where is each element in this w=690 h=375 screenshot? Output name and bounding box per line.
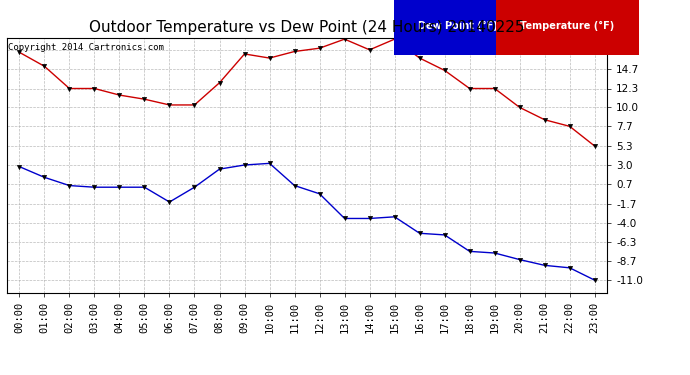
Text: Dew Point (°F): Dew Point (°F) xyxy=(418,21,498,31)
Text: Temperature (°F): Temperature (°F) xyxy=(520,21,614,31)
Title: Outdoor Temperature vs Dew Point (24 Hours) 20140225: Outdoor Temperature vs Dew Point (24 Hou… xyxy=(89,20,525,35)
Text: Copyright 2014 Cartronics.com: Copyright 2014 Cartronics.com xyxy=(8,43,164,52)
